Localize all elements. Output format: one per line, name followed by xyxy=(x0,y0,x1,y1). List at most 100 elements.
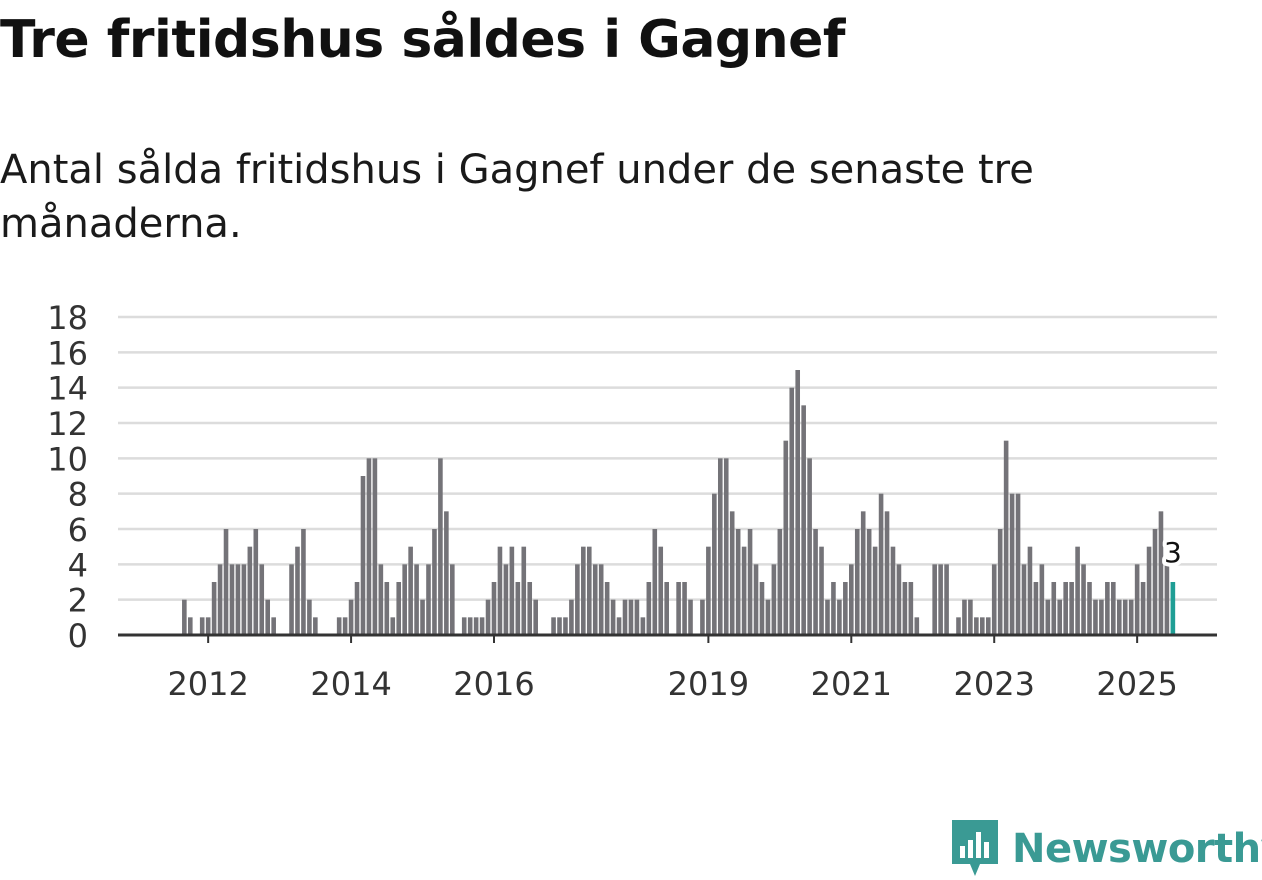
bar xyxy=(1063,582,1068,635)
x-tick-label: 2019 xyxy=(668,665,749,703)
bar xyxy=(622,599,628,635)
bar xyxy=(217,564,223,635)
bar xyxy=(980,617,985,635)
bar xyxy=(634,599,640,635)
bar xyxy=(1003,440,1009,635)
bar xyxy=(336,617,342,635)
bar xyxy=(586,546,592,635)
bar xyxy=(956,617,961,635)
bar xyxy=(985,617,991,635)
bar xyxy=(575,564,580,635)
bar xyxy=(741,546,747,635)
bar xyxy=(205,617,211,635)
bar xyxy=(712,493,717,635)
bar xyxy=(801,405,806,635)
bar xyxy=(1087,582,1092,635)
bar xyxy=(295,546,300,635)
bar xyxy=(1039,564,1045,635)
bar xyxy=(1152,529,1158,635)
bar xyxy=(1140,582,1146,635)
bar xyxy=(509,546,515,635)
bar xyxy=(408,546,413,635)
bar xyxy=(372,458,378,635)
bar xyxy=(777,529,783,635)
bar xyxy=(247,546,253,635)
newsworthy-logo-icon xyxy=(952,820,998,876)
bar xyxy=(843,582,848,635)
bar xyxy=(849,564,854,635)
y-tick-label: 8 xyxy=(68,476,88,514)
bar xyxy=(491,582,497,635)
bar xyxy=(1099,599,1104,635)
bar xyxy=(396,582,402,635)
bar xyxy=(890,546,896,635)
brand-name: Newsworthy xyxy=(1012,826,1262,872)
chart-title: Tre fritidshus såldes i Gagnef xyxy=(0,10,846,70)
y-tick-label: 6 xyxy=(68,511,88,549)
bar xyxy=(884,511,890,635)
y-tick-label: 16 xyxy=(47,334,88,372)
bar xyxy=(1045,599,1051,635)
bar xyxy=(301,529,306,635)
bar xyxy=(908,582,914,635)
x-tick-label: 2025 xyxy=(1096,665,1177,703)
bar xyxy=(182,599,187,635)
bar xyxy=(289,564,294,635)
bar xyxy=(616,617,622,635)
bar xyxy=(402,564,407,635)
bar xyxy=(706,546,711,635)
bar xyxy=(515,582,521,635)
chart-subtitle: Antal sålda fritidshus i Gagnef under de… xyxy=(0,147,1034,247)
bar xyxy=(253,529,259,635)
bar xyxy=(807,458,812,635)
bar xyxy=(1111,582,1116,635)
bar xyxy=(962,599,967,635)
bar xyxy=(461,617,467,635)
bar xyxy=(1093,599,1098,635)
x-tick-label: 2023 xyxy=(954,665,1035,703)
bar xyxy=(223,529,229,635)
bar xyxy=(610,599,616,635)
bar xyxy=(753,564,759,635)
last-value-label-halo: 3 xyxy=(1164,536,1182,569)
newsworthy-logo: Newsworthy xyxy=(950,818,1262,880)
bar xyxy=(717,458,723,635)
bar xyxy=(1075,546,1080,635)
bar xyxy=(664,582,669,635)
bar xyxy=(1027,546,1033,635)
bar xyxy=(384,582,390,635)
bar xyxy=(1105,582,1110,635)
bar xyxy=(265,599,271,635)
bar xyxy=(1057,599,1063,635)
bar xyxy=(729,511,735,635)
bar xyxy=(914,617,920,635)
bar xyxy=(432,529,437,635)
bar xyxy=(789,387,795,635)
bar xyxy=(944,564,949,635)
bar xyxy=(747,529,753,635)
bar xyxy=(348,599,354,635)
bar xyxy=(235,564,241,635)
y-tick-label: 14 xyxy=(47,370,88,408)
bar xyxy=(259,564,265,635)
bar xyxy=(598,564,604,635)
bar xyxy=(765,599,771,635)
bar xyxy=(640,617,646,635)
bar xyxy=(342,617,348,635)
bar xyxy=(569,599,574,635)
bar xyxy=(313,617,318,635)
bar xyxy=(938,564,943,635)
bar xyxy=(473,617,479,635)
bar xyxy=(378,564,384,635)
bar xyxy=(1146,546,1152,635)
y-tick-label: 12 xyxy=(47,405,88,443)
bar xyxy=(563,617,568,635)
bar xyxy=(450,564,455,635)
bar xyxy=(783,440,789,635)
bar xyxy=(1009,493,1015,635)
bar xyxy=(187,617,193,635)
last-value-label: 3 xyxy=(1164,536,1182,569)
bar xyxy=(271,617,276,635)
bar xyxy=(968,599,973,635)
